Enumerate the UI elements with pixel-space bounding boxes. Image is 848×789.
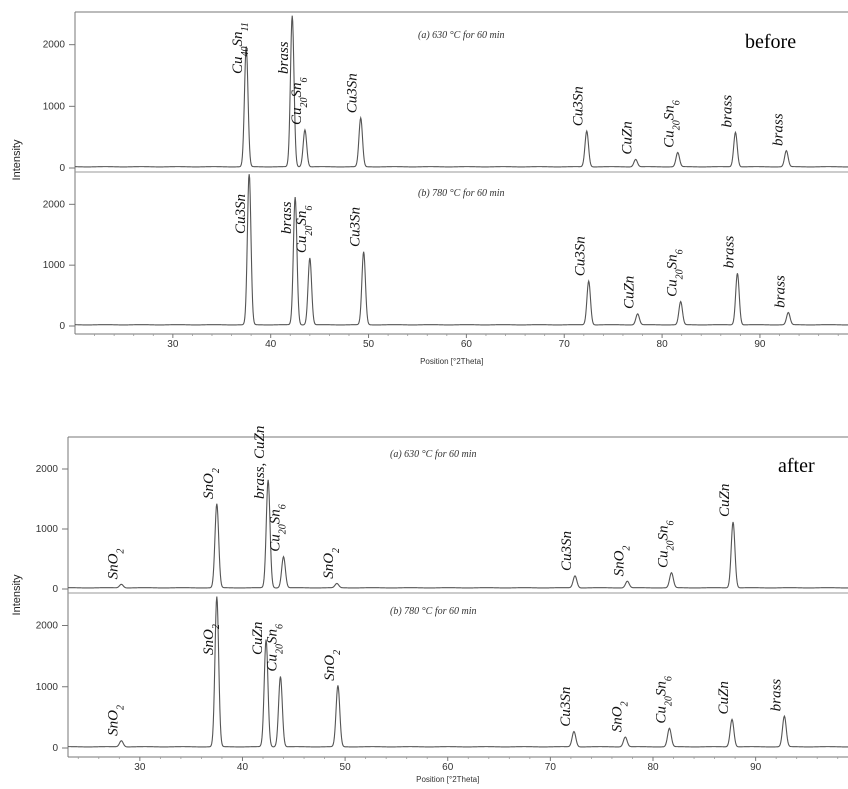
peak-label: SnO2 [321, 548, 342, 579]
xrd-spectrum-line [74, 15, 848, 168]
peak-label: SnO2 [322, 650, 343, 681]
chart-before: 30 40 50 60 70 80 90 Position [°2Theta] Intensit… [11, 11, 848, 366]
peak-label: Cu3Sn [573, 236, 589, 276]
peak-label: CuZn [250, 622, 266, 655]
xrd-spectrum-line [74, 174, 848, 326]
peak-label: CuZn [620, 121, 636, 154]
panel-condition: (b) 780 °C for 60 min [418, 188, 505, 199]
peak-label: SnO2 [609, 701, 630, 732]
y-tick-label: 0 [52, 743, 58, 754]
y-tick-label: 2000 [36, 621, 59, 632]
peak-label: Cu3Sn [348, 207, 364, 247]
peak-label: Cu20Sn6 [268, 504, 289, 552]
y-tick-label: 2000 [36, 464, 59, 475]
peak-label: brass [279, 201, 295, 234]
chart-tag: after [778, 455, 815, 477]
y-tick-label: 0 [59, 321, 65, 332]
peak-label: Cu20Sn6 [294, 206, 315, 254]
peak-label: Cu20Sn6 [665, 249, 686, 297]
panel-condition: (a) 630 °C for 60 min [390, 449, 477, 460]
peak-label: brass [719, 95, 735, 128]
y-tick-label: 1000 [36, 682, 59, 693]
peak-label: SnO2 [201, 468, 222, 499]
peak-label: Cu20Sn6 [655, 520, 676, 568]
peak-label: SnO2 [105, 549, 126, 580]
peak-label: Cu20Sn6 [264, 624, 285, 672]
x-tick-label: 80 [647, 762, 659, 773]
y-tick-label: 1000 [43, 260, 66, 271]
peak-label: CuZn [716, 681, 732, 714]
chart-tag: before [745, 31, 796, 53]
peak-label: brass [772, 275, 788, 308]
peak-label: Cu20Sn6 [662, 100, 683, 148]
x-tick-label: 40 [237, 762, 249, 773]
xrd-spectrum-line [68, 596, 848, 748]
peak-label: Cu3Sn [558, 687, 574, 727]
peak-label: Cu3Sn [233, 194, 249, 234]
y-tick-label: 1000 [43, 101, 66, 112]
peak-label: SnO2 [105, 705, 126, 736]
peak-label: Cu3Sn [559, 531, 575, 571]
panel-condition: (a) 630 °C for 60 min [418, 30, 505, 41]
x-axis-title: Position [°2Theta] [416, 775, 479, 784]
x-axis-title: Position [°2Theta] [420, 357, 483, 366]
x-tick-label: 30 [167, 339, 179, 350]
peak-label: brass [770, 113, 786, 146]
x-tick-label: 50 [363, 339, 375, 350]
peak-label: brass [768, 679, 784, 712]
x-tick-label: 60 [461, 339, 473, 350]
peak-label: SnO2 [201, 624, 222, 655]
y-tick-label: 2000 [43, 40, 66, 51]
peak-label: Cu40Sn11 [230, 22, 251, 74]
peak-label: CuZn [717, 484, 733, 517]
x-tick-label: 90 [750, 762, 762, 773]
peak-label: Cu20Sn6 [653, 676, 674, 724]
x-tick-label: 30 [134, 762, 146, 773]
x-tick-label: 50 [340, 762, 352, 773]
y-tick-label: 2000 [43, 199, 66, 210]
y-axis-title: Intensity [11, 574, 23, 615]
x-tick-label: 80 [657, 339, 669, 350]
peak-label: brass, CuZn [252, 426, 268, 499]
y-tick-label: 0 [52, 584, 58, 595]
peak-label: brass [276, 41, 292, 74]
y-tick-label: 1000 [36, 524, 59, 535]
peak-label: brass [721, 236, 737, 269]
x-tick-label: 60 [442, 762, 454, 773]
x-tick-label: 70 [559, 339, 571, 350]
chart-after: 30 40 50 60 70 80 90 Position [°2Theta] Intensit… [11, 426, 848, 784]
peak-label: Cu3Sn [345, 73, 361, 113]
y-tick-label: 0 [59, 163, 65, 174]
peak-label: Cu20Sn6 [289, 77, 310, 125]
xrd-spectrum-line [68, 479, 848, 589]
x-tick-label: 70 [545, 762, 557, 773]
peak-label: CuZn [622, 276, 638, 309]
x-tick-label: 40 [265, 339, 277, 350]
x-tick-label: 90 [754, 339, 766, 350]
panel-condition: (b) 780 °C for 60 min [390, 606, 477, 617]
peak-label: SnO2 [611, 546, 632, 577]
y-axis-title: Intensity [11, 139, 23, 180]
peak-label: Cu3Sn [571, 86, 587, 126]
